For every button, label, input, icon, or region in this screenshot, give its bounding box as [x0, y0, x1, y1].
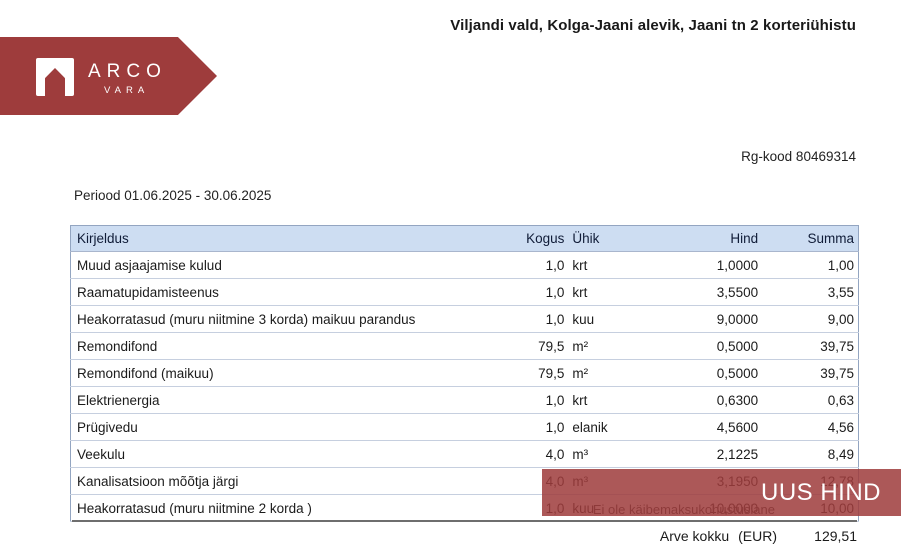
table-cell: Raamatupidamisteenus: [70, 278, 493, 306]
uus-hind-overlay: UUS HIND: [542, 469, 901, 516]
table-cell: 4,5600: [667, 413, 761, 441]
table-cell: 0,5000: [667, 332, 761, 360]
table-row: Remondifond (maikuu) 79,5 m² 0,5000 39,75: [70, 359, 859, 387]
table-cell: 1,0: [492, 305, 568, 333]
table-cell: Muud asjaajamise kulud: [70, 251, 493, 279]
table-cell: 79,5: [492, 332, 568, 360]
table-cell: m²: [567, 359, 668, 387]
table-cell: Heakorratasud (muru niitmine 3 korda) ma…: [70, 305, 493, 333]
total-currency: (EUR): [738, 528, 777, 544]
house-icon-cutout: [45, 68, 65, 96]
document-title: Viljandi vald, Kolga-Jaani alevik, Jaani…: [450, 17, 856, 34]
header-uhik: Ühik: [567, 225, 668, 252]
table-cell: 9,00: [760, 305, 859, 333]
table-row: Remondifond 79,5 m² 0,5000 39,75: [70, 332, 859, 360]
table-cell: Kanalisatsioon mõõtja järgi: [70, 467, 493, 495]
total-row: Arve kokku (EUR) 129,51: [660, 528, 857, 544]
registry-code: Rg-kood 80469314: [741, 149, 856, 164]
table-cell: Elektrienergia: [70, 386, 493, 414]
header-kirjeldus: Kirjeldus: [70, 225, 493, 252]
table-cell: 3,5500: [667, 278, 761, 306]
table-cell: 39,75: [760, 359, 859, 387]
logo-wordmark: ARCO VARA: [88, 61, 167, 96]
table-cell: m³: [567, 440, 668, 468]
header-kogus: Kogus: [492, 225, 568, 252]
table-cell: 4,56: [760, 413, 859, 441]
table-cell: Veekulu: [70, 440, 493, 468]
arco-vara-logo-banner: ARCO VARA: [0, 37, 217, 115]
table-cell: elanik: [567, 413, 668, 441]
logo-brand-text: ARCO: [88, 61, 167, 82]
header-hind: Hind: [667, 225, 761, 252]
table-row: Elektrienergia 1,0 krt 0,6300 0,63: [70, 386, 859, 414]
table-cell: 0,63: [760, 386, 859, 414]
table-cell: 8,49: [760, 440, 859, 468]
table-cell: 1,0: [492, 251, 568, 279]
billing-period: Periood 01.06.2025 - 30.06.2025: [74, 188, 272, 203]
table-cell: 0,6300: [667, 386, 761, 414]
house-icon: [36, 58, 74, 96]
table-row: Veekulu 4,0 m³ 2,1225 8,49: [70, 440, 859, 468]
total-value: 129,51: [814, 528, 857, 544]
table-cell: kuu: [567, 305, 668, 333]
table-cell: 3,55: [760, 278, 859, 306]
header-summa: Summa: [760, 225, 859, 252]
table-cell: m²: [567, 332, 668, 360]
uus-hind-label: UUS HIND: [760, 478, 881, 506]
table-cell: Heakorratasud (muru niitmine 2 korda ): [70, 494, 493, 522]
table-cell: 39,75: [760, 332, 859, 360]
table-cell: krt: [567, 278, 668, 306]
table-row: Muud asjaajamise kulud 1,0 krt 1,0000 1,00: [70, 251, 859, 279]
total-label: Arve kokku: [659, 528, 730, 544]
table-cell: 79,5: [492, 359, 568, 387]
table-cell: 1,00: [760, 251, 859, 279]
table-cell: Remondifond: [70, 332, 493, 360]
total-divider: [72, 520, 857, 522]
table-row: Prügivedu 1,0 elanik 4,5600 4,56: [70, 413, 859, 441]
table-row: Heakorratasud (muru niitmine 3 korda) ma…: [70, 305, 859, 333]
table-cell: 2,1225: [667, 440, 761, 468]
table-cell: 1,0: [492, 413, 568, 441]
logo-sub-text: VARA: [104, 85, 150, 96]
table-cell: Remondifond (maikuu): [70, 359, 493, 387]
invoice-table-body: Muud asjaajamise kulud 1,0 krt 1,0000 1,00 Ra…: [70, 251, 859, 522]
invoice-table: Kirjeldus Kogus Ühik Hind Summa Muud asj…: [70, 225, 859, 522]
table-row: Raamatupidamisteenus 1,0 krt 3,5500 3,55: [70, 278, 859, 306]
table-cell: krt: [567, 251, 668, 279]
table-cell: 1,0: [492, 278, 568, 306]
table-cell: 1,0: [492, 386, 568, 414]
table-cell: 1,0000: [667, 251, 761, 279]
table-cell: Prügivedu: [70, 413, 493, 441]
table-cell: 4,0: [492, 440, 568, 468]
table-cell: 9,0000: [667, 305, 761, 333]
table-cell: 0,5000: [667, 359, 761, 387]
table-header-row: Kirjeldus Kogus Ühik Hind Summa: [70, 225, 859, 252]
table-cell: krt: [567, 386, 668, 414]
